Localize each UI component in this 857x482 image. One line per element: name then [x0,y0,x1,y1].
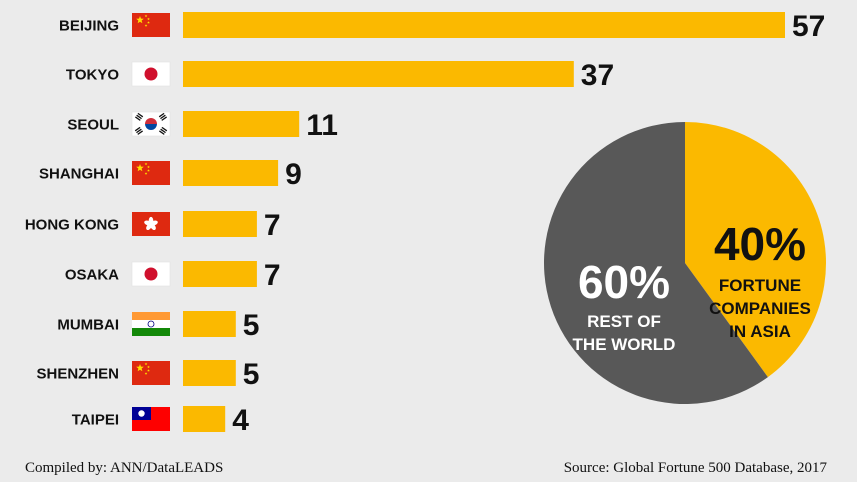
hong-kong-flag-icon [132,212,170,236]
pie-caption-asia-line-2: COMPANIES [709,299,811,318]
south-korea-flag-icon [131,111,171,137]
japan-flag-icon [131,261,171,287]
source-note: Source: Global Fortune 500 Database, 201… [563,460,827,476]
city-label-beijing: BEIJING [59,18,119,35]
city-label-shenzhen: SHENZHEN [36,366,119,383]
value-label-shenzhen: 5 [243,358,260,391]
value-label-shanghai: 9 [285,158,302,191]
city-label-osaka: OSAKA [65,267,119,284]
value-label-tokyo: 37 [581,59,614,92]
value-label-beijing: 57 [792,10,825,43]
bar-tokyo [183,61,574,87]
bar-beijing [183,12,785,38]
city-label-hong-kong: HONG KONG [25,217,119,234]
value-label-seoul: 11 [306,109,338,142]
city-label-shanghai: SHANGHAI [39,166,119,183]
city-label-mumbai: MUMBAI [57,317,119,334]
bar-shanghai [183,160,279,186]
pie-caption-asia-line-3: IN ASIA [729,322,791,341]
bar-taipei [183,406,226,432]
china-flag-icon [132,161,170,185]
value-label-osaka: 7 [264,259,281,292]
taiwan-flag-icon [132,407,170,431]
city-label-seoul: SEOUL [67,117,119,134]
japan-flag-icon [131,61,171,87]
pie-slice-asia [685,122,827,378]
value-label-hong-kong: 7 [264,209,281,242]
compiled-by-note: Compiled by: ANN/DataLEADS [25,460,224,476]
city-label-taipei: TAIPEI [72,412,119,429]
bar-seoul [183,111,300,137]
china-flag-icon [132,361,170,385]
china-flag-icon [132,13,170,37]
india-flag-icon [132,312,170,336]
pie-caption-rest-of-world-line-2: THE WORLD [573,335,676,354]
pie-slice-rest-of-world [544,122,768,404]
bar-shenzhen [183,360,236,386]
bar-hong-kong [183,211,257,237]
bar-osaka [183,261,257,287]
bar-mumbai [183,311,236,337]
value-label-mumbai: 5 [243,309,260,342]
city-label-tokyo: TOKYO [66,67,119,84]
pie-caption-asia-line-1: FORTUNE [719,276,801,295]
value-label-taipei: 4 [232,404,249,437]
pie-caption-rest-of-world-line-1: REST OF [587,312,661,331]
pie-percent-rest-of-world: 60% [578,256,670,308]
pie-percent-asia: 40% [714,218,806,270]
